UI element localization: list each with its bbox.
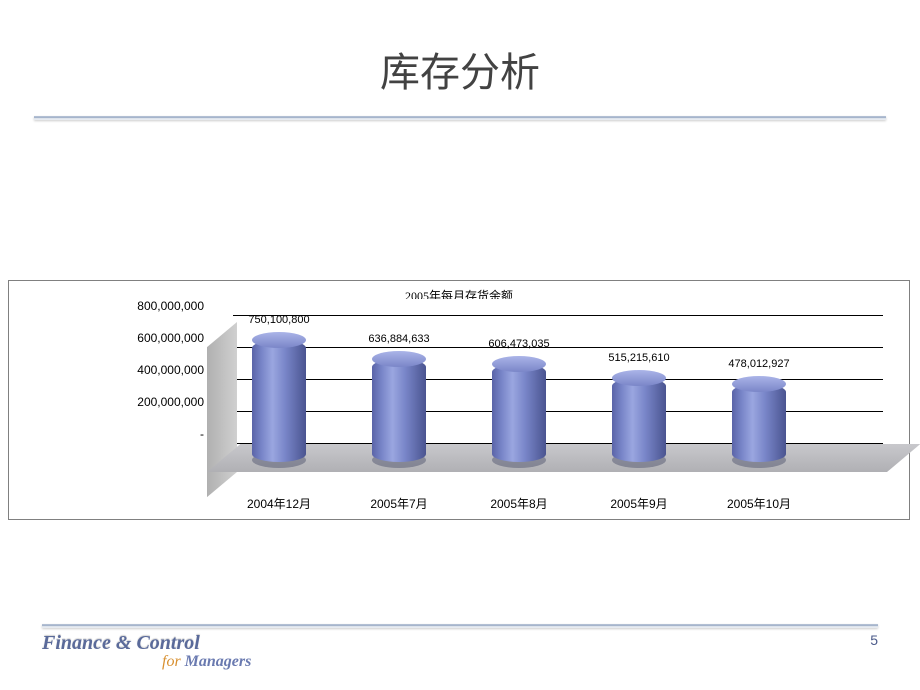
x-axis-labels: 2004年12月 2005年7月 2005年8月 2005年9月 2005年10…: [207, 495, 887, 511]
x-label-4: 2005年10月: [727, 495, 791, 512]
inventory-chart: 2005年每月存货余额 800,000,000 600,000,000 400,…: [8, 280, 910, 520]
y-label-2: 400,000,000: [137, 363, 204, 377]
x-label-2: 2005年8月: [490, 495, 547, 512]
label-1: 636,884,633: [368, 333, 429, 345]
footer-brand: Finance & Control: [42, 632, 878, 655]
slide-footer: Finance & Control for Managers 5: [42, 624, 878, 674]
x-label-1: 2005年7月: [370, 495, 427, 512]
label-2: 606,473,035: [488, 338, 549, 350]
chart-floor: [207, 444, 920, 472]
gridline-2: [233, 379, 883, 380]
x-label-3: 2005年9月: [610, 495, 667, 512]
footer-for: for: [162, 653, 185, 670]
x-label-0: 2004年12月: [247, 495, 311, 512]
gridline-4: [233, 315, 883, 316]
slide-container: 库存分析 2005年每月存货余额 800,000,000 600,000,000…: [0, 0, 920, 690]
label-4: 478,012,927: [728, 358, 789, 370]
y-label-1: 200,000,000: [137, 395, 204, 409]
label-3: 515,215,610: [608, 352, 669, 364]
gridline-3: [233, 347, 883, 348]
y-label-0: -: [200, 427, 204, 441]
slide-title: 库存分析: [0, 40, 920, 98]
label-0: 750,100,800: [248, 314, 309, 326]
page-number: 5: [870, 632, 878, 648]
footer-managers: Managers: [185, 653, 252, 670]
footer-divider: [42, 624, 878, 628]
chart-plot-area: 750,100,800 636,884,633 606,473,035: [207, 311, 887, 486]
footer-subtitle: for Managers: [162, 653, 878, 671]
y-label-3: 600,000,000: [137, 331, 204, 345]
title-underline: [34, 116, 886, 120]
y-axis-labels: 800,000,000 600,000,000 400,000,000 200,…: [109, 306, 204, 451]
y-label-4: 800,000,000: [137, 299, 204, 313]
